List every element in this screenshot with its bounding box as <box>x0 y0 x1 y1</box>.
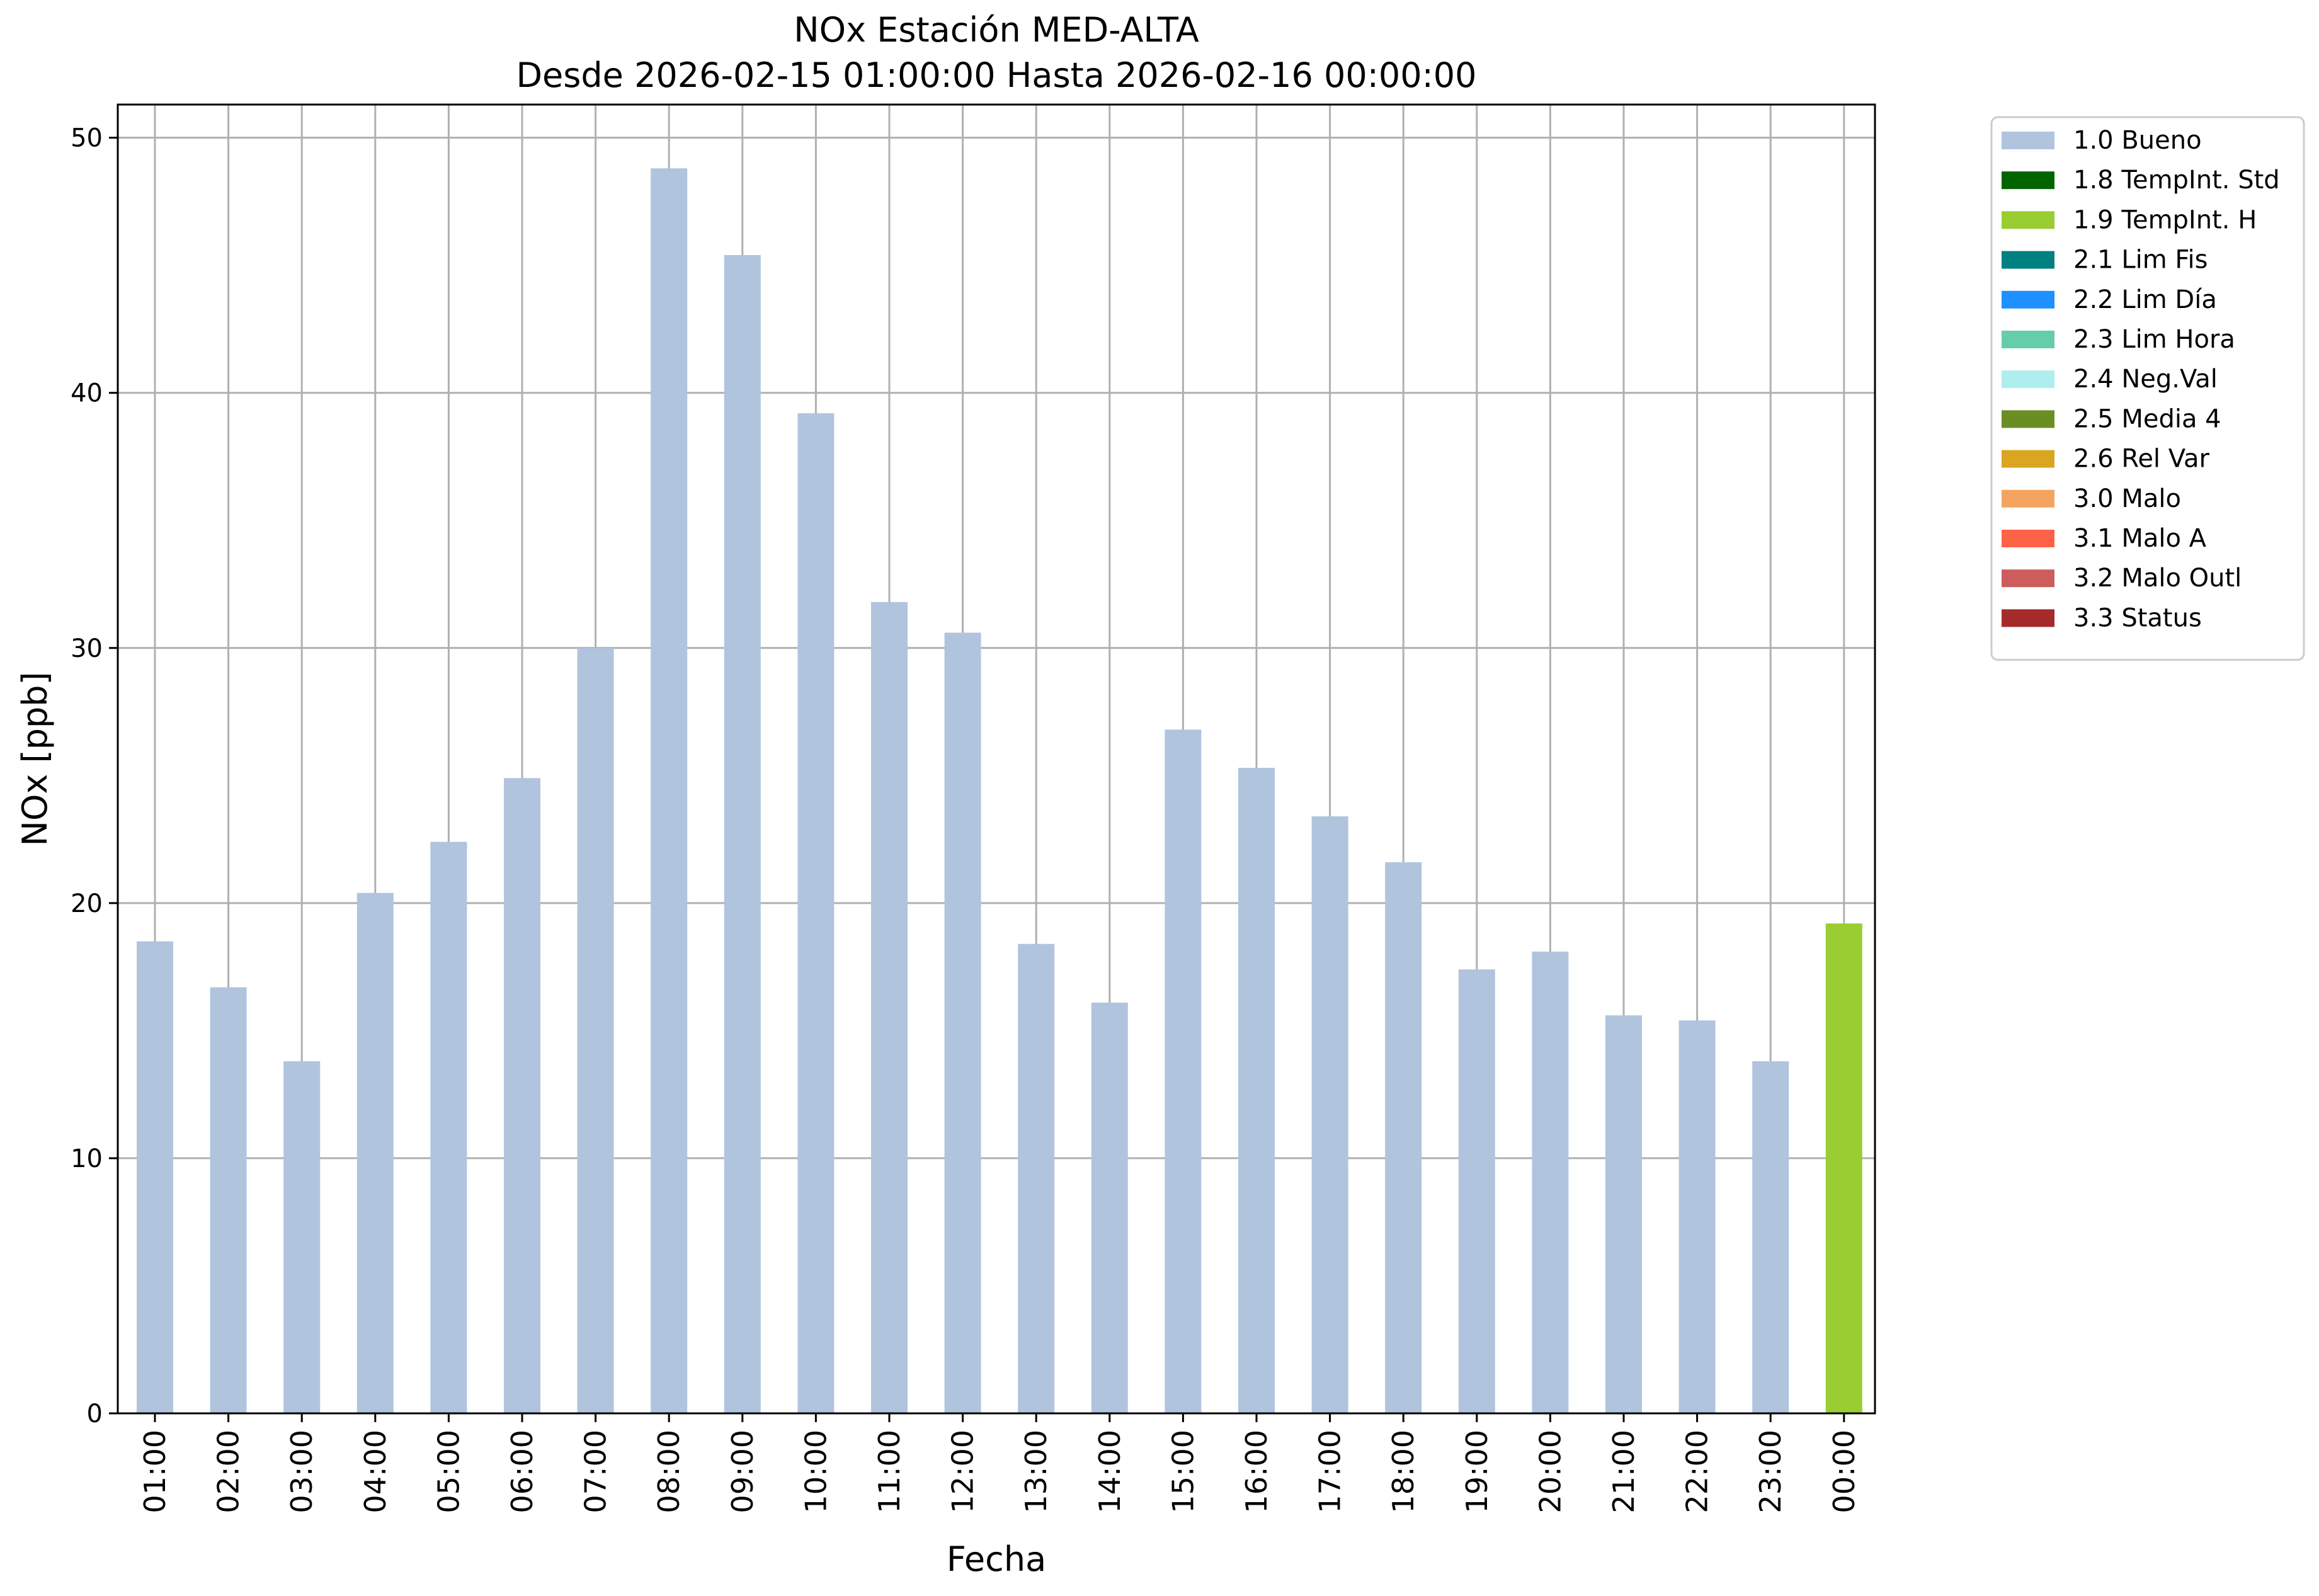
x-tick-label: 15:00 <box>1166 1430 1200 1513</box>
bars <box>137 168 1862 1414</box>
x-tick-label: 20:00 <box>1533 1430 1567 1513</box>
bar-2300 <box>1752 1061 1789 1413</box>
legend-label: 2.3 Lim Hora <box>2073 325 2235 354</box>
x-tick-label: 03:00 <box>285 1430 319 1513</box>
x-tick-label: 23:00 <box>1753 1430 1787 1513</box>
bar-0600 <box>504 778 540 1413</box>
bar-1400 <box>1091 1002 1128 1413</box>
x-tick-label: 02:00 <box>212 1430 246 1513</box>
bar-1100 <box>871 601 908 1413</box>
bar-0100 <box>137 941 173 1413</box>
x-tick-label: 17:00 <box>1313 1430 1347 1513</box>
bar-0500 <box>430 841 467 1413</box>
x-tick-label: 05:00 <box>431 1430 465 1513</box>
x-tick-label: 11:00 <box>872 1430 906 1513</box>
bar-0400 <box>356 892 394 1413</box>
x-axis-label: Fecha <box>947 1539 1046 1579</box>
y-tick-label: 10 <box>71 1144 103 1173</box>
bar-1300 <box>1018 943 1055 1413</box>
legend-frame <box>1990 116 2305 661</box>
x-tick-label: 21:00 <box>1607 1430 1641 1513</box>
bar-0000 <box>1825 923 1862 1413</box>
legend-label: 2.2 Lim Día <box>2073 285 2217 314</box>
legend-swatch <box>2002 290 2054 309</box>
x-tick-label: 10:00 <box>799 1430 833 1513</box>
bar-0700 <box>577 647 614 1413</box>
bar-1900 <box>1458 969 1495 1413</box>
legend-label: 3.1 Malo A <box>2073 524 2207 553</box>
plot-area-frame <box>117 103 1876 1415</box>
bar-0800 <box>651 168 688 1413</box>
bar-2100 <box>1605 1015 1642 1413</box>
legend-swatch <box>2002 370 2054 389</box>
legend: 1.0 Bueno 1.8 TempInt. Std 1.9 TempInt. H 2… <box>1990 116 2305 661</box>
bar-0900 <box>724 254 761 1414</box>
x-tick-label: 04:00 <box>358 1430 392 1513</box>
legend-swatch <box>2002 132 2054 149</box>
x-axis: 01:00 02:00 03:00 04:00 05:00 06:00 07:00 08:00… <box>138 1413 1861 1513</box>
legend-label: 2.5 Media 4 <box>2073 404 2221 433</box>
x-tick-label: 18:00 <box>1386 1430 1420 1513</box>
y-tick-label: 40 <box>71 379 103 408</box>
legend-swatch <box>2002 410 2054 428</box>
y-axis-label: NOx [ppb] <box>15 672 55 846</box>
legend-swatch <box>2002 450 2054 468</box>
y-tick-label: 50 <box>71 124 103 153</box>
bar-1500 <box>1165 729 1202 1413</box>
chart-title: NOx Estación MED-ALTA <box>794 10 1199 50</box>
bar-1200 <box>944 632 981 1413</box>
bar-1600 <box>1238 768 1275 1413</box>
bar-1000 <box>797 413 835 1413</box>
legend-swatch <box>2002 251 2054 269</box>
x-tick-label: 19:00 <box>1460 1430 1494 1513</box>
x-tick-label: 14:00 <box>1093 1430 1127 1513</box>
x-tick-label: 22:00 <box>1680 1430 1714 1513</box>
x-tick-label: 09:00 <box>726 1430 760 1513</box>
legend-swatch <box>2002 609 2054 627</box>
legend-label: 1.9 TempInt. H <box>2073 205 2257 234</box>
legend-swatch <box>2002 211 2054 229</box>
legend-swatch <box>2002 530 2054 547</box>
x-tick-label: 12:00 <box>946 1430 980 1513</box>
x-tick-label: 13:00 <box>1019 1430 1053 1513</box>
legend-label: 2.1 Lim Fis <box>2073 246 2208 275</box>
legend-label: 3.3 Status <box>2073 603 2202 632</box>
x-tick-label: 07:00 <box>579 1430 613 1513</box>
legend-swatch <box>2002 331 2054 348</box>
legend-label: 3.2 Malo Outl <box>2073 564 2242 593</box>
legend-label: 2.4 Neg.Val <box>2073 365 2218 394</box>
bar-2200 <box>1678 1020 1716 1413</box>
bar-0300 <box>283 1061 321 1413</box>
y-tick-label: 0 <box>87 1399 103 1428</box>
y-tick-label: 30 <box>71 634 103 663</box>
legend-swatch <box>2002 569 2054 588</box>
x-tick-label: 16:00 <box>1239 1430 1273 1513</box>
bar-2000 <box>1532 951 1569 1413</box>
y-tick-label: 20 <box>71 889 103 918</box>
x-tick-label: 00:00 <box>1827 1430 1861 1513</box>
bar-1700 <box>1311 816 1348 1413</box>
legend-swatch <box>2002 171 2054 190</box>
bar-1800 <box>1385 862 1422 1413</box>
x-tick-label: 06:00 <box>505 1430 539 1513</box>
legend-label: 3.0 Malo <box>2073 484 2181 513</box>
legend-swatch <box>2002 489 2054 508</box>
legend-label: 1.8 TempInt. Std <box>2073 166 2280 195</box>
bar-0200 <box>210 987 247 1413</box>
x-tick-label: 01:00 <box>138 1430 172 1513</box>
chart-subtitle: Desde 2026-02-15 01:00:00 Hasta 2026-02-… <box>516 55 1476 95</box>
legend-label: 2.6 Rel Var <box>2073 445 2210 474</box>
y-axis: 0 10 20 30 40 50 <box>71 124 118 1428</box>
legend-label: 1.0 Bueno <box>2073 126 2202 155</box>
x-tick-label: 08:00 <box>652 1430 686 1513</box>
